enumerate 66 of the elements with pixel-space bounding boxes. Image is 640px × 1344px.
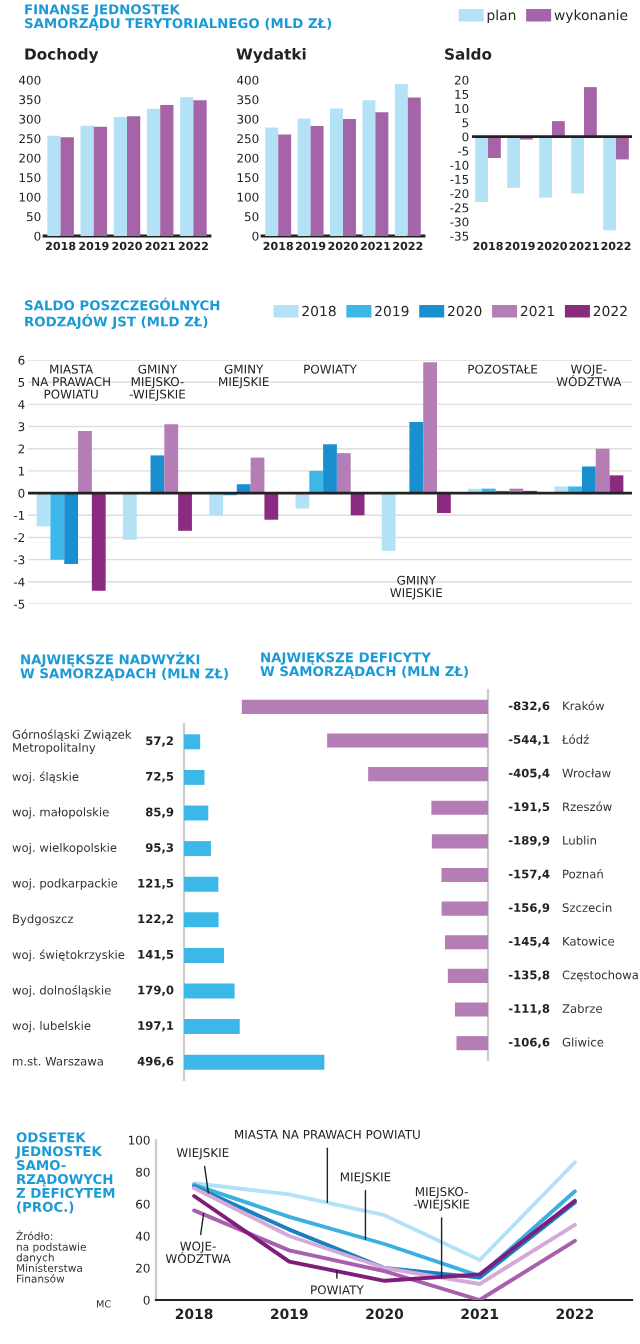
bar: [184, 947, 224, 963]
bar: [507, 136, 520, 188]
bar: [581, 466, 596, 494]
bar: [362, 100, 376, 236]
bar: [180, 97, 194, 236]
bar: [554, 486, 569, 494]
bar: [184, 876, 219, 892]
bar: [343, 119, 356, 236]
bar: [184, 983, 235, 999]
bar: [80, 125, 94, 236]
bar: [113, 117, 127, 236]
bar: [184, 841, 211, 857]
bar: [160, 104, 174, 236]
bar: [150, 455, 165, 494]
bar: [93, 126, 108, 236]
bar: [375, 112, 389, 236]
bar: [423, 362, 437, 494]
bar: [78, 430, 92, 494]
bar: [184, 769, 205, 785]
bar: [381, 493, 396, 551]
bar: [297, 118, 311, 236]
bar: [184, 1054, 325, 1070]
bar: [571, 136, 584, 194]
bar: [164, 424, 179, 494]
bar: [60, 137, 74, 236]
bar: [323, 444, 337, 494]
bar: [91, 493, 106, 591]
bar: [184, 734, 201, 750]
bar: [603, 136, 616, 231]
bar: [209, 493, 224, 516]
bar: [184, 1019, 240, 1035]
bar: [250, 457, 265, 494]
bar: [394, 83, 408, 236]
bar: [609, 475, 624, 494]
bar: [336, 453, 351, 494]
bar: [595, 448, 610, 494]
bar: [184, 912, 219, 928]
bar: [488, 136, 501, 158]
bar: [309, 470, 324, 494]
bar: [264, 493, 279, 520]
bar: [178, 493, 192, 531]
bar: [409, 422, 424, 494]
bar: [236, 484, 251, 494]
bar: [552, 121, 565, 137]
bar: [127, 116, 141, 236]
bar: [616, 136, 629, 160]
bar: [407, 97, 421, 236]
bar: [539, 136, 552, 198]
bar: [568, 486, 582, 494]
bar: [295, 493, 310, 509]
bar: [475, 136, 488, 202]
bar: [47, 135, 61, 236]
bar: [36, 493, 51, 527]
bar: [193, 100, 207, 236]
bar: [350, 493, 365, 516]
bar: [146, 108, 161, 236]
bar: [278, 134, 292, 236]
bar: [122, 493, 137, 540]
bar: [436, 493, 451, 514]
bar: [64, 493, 79, 565]
bar: [265, 127, 279, 236]
bar: [330, 108, 343, 236]
bar: [184, 805, 209, 821]
bar: [584, 87, 597, 137]
bar: [50, 493, 65, 560]
bar: [310, 126, 324, 236]
